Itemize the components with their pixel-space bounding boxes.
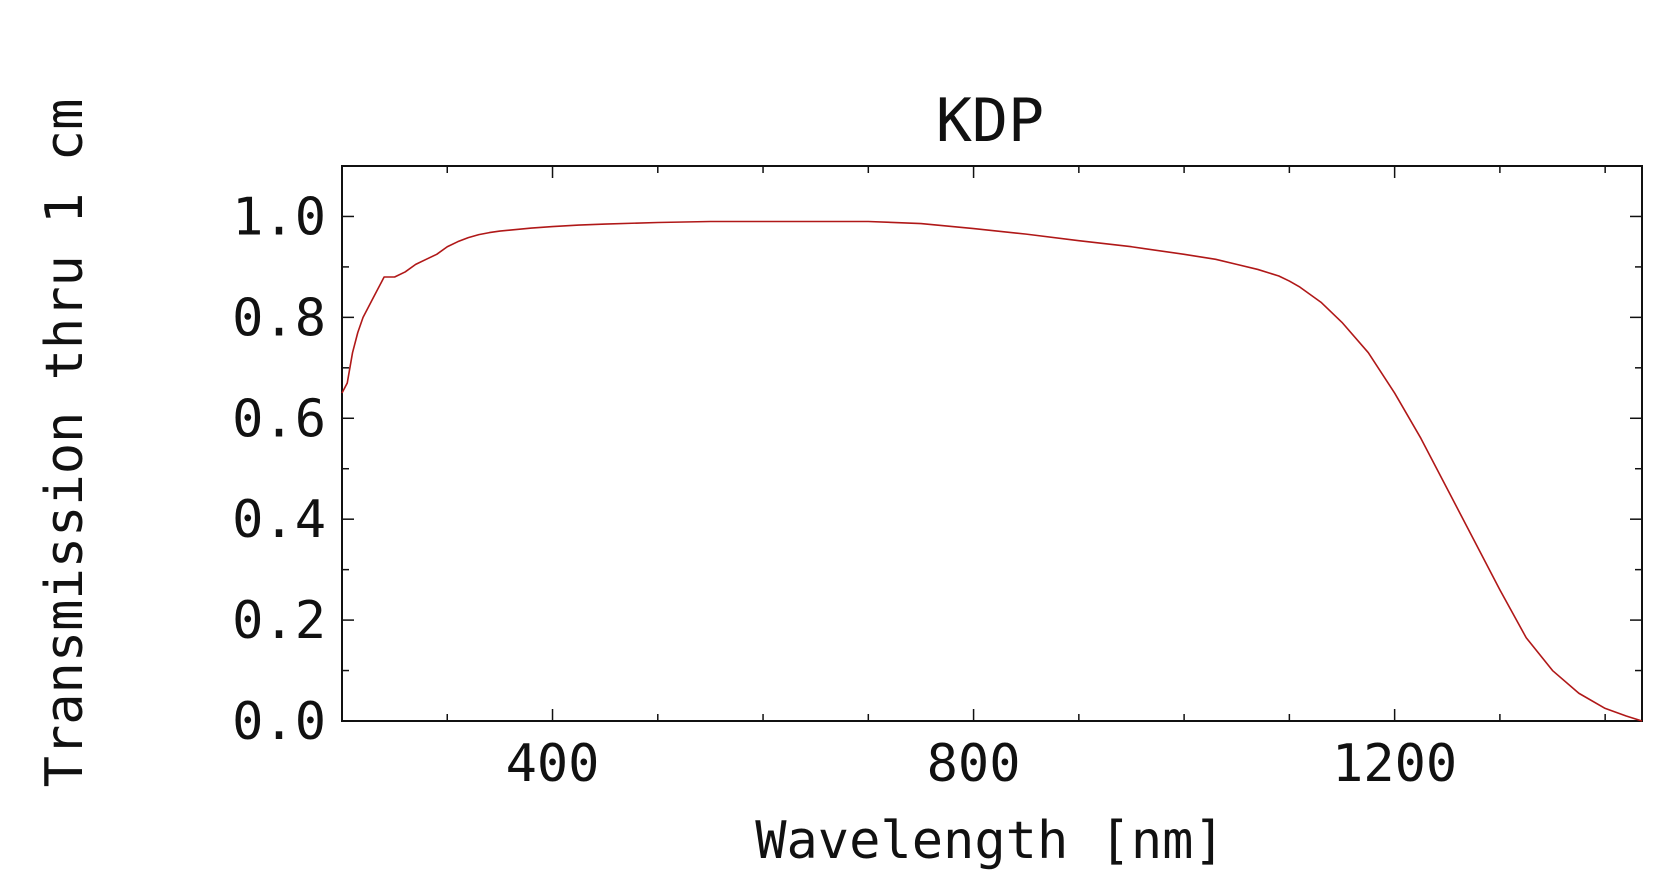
ticks [342,165,1642,722]
chart-title: KDP [936,86,1044,156]
x-tick-label: 1200 [1332,734,1457,794]
y-tick-label: 0.8 [232,288,326,348]
x-tick-label: 800 [927,734,1021,794]
y-tick-label: 0.2 [232,591,326,651]
x-axis-title: Wavelength [nm] [755,811,1225,871]
y-tick-label: 0.4 [232,490,326,550]
plot-frame [341,165,1643,722]
tick-labels: 400 800 1200 0.0 0.2 0.4 0.6 0.8 1.0 [232,187,1457,794]
x-tick-label: 400 [506,734,600,794]
plot-area: 400 800 1200 0.0 0.2 0.4 0.6 0.8 1.0 [232,165,1643,794]
y-tick-label: 0.6 [232,389,326,449]
y-axis-title: Transmission thru 1 cm [35,99,95,788]
transmission-line [341,220,1643,722]
y-tick-label: 1.0 [232,187,326,247]
y-tick-label: 0.0 [232,692,326,752]
